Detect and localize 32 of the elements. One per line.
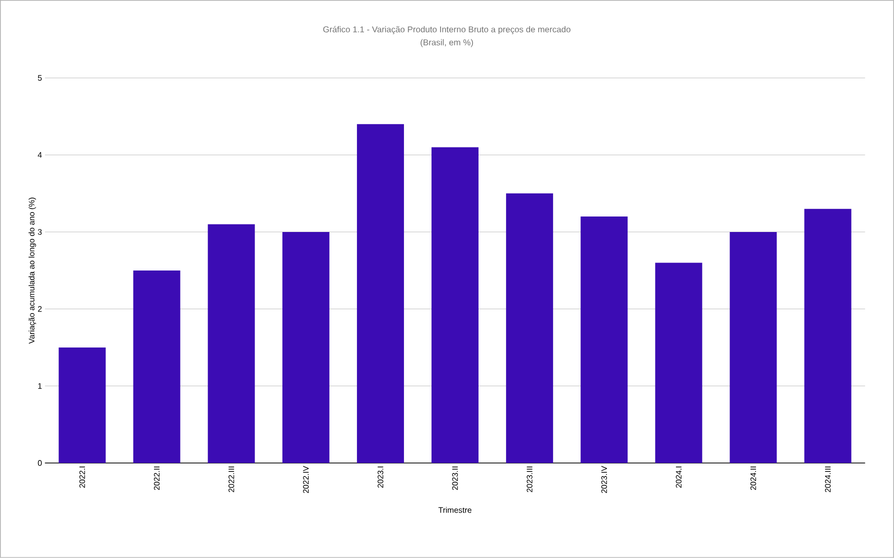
y-tick-label: 4 [38,152,42,158]
x-tick-label: 2024.III [824,466,831,492]
y-tick-label: 0 [38,460,42,466]
x-tick-label: 2023.I [378,466,384,488]
bar [133,270,180,464]
x-tick-label: 2022.IV [303,466,309,494]
x-tick-label: 2024.II [750,466,756,490]
bar [356,124,404,464]
bar [580,216,628,464]
y-tick-label: 1 [38,383,42,389]
x-tick-label: 2023.III [526,466,532,492]
bar [432,147,479,464]
x-tick-label: 2023.IV [601,466,607,494]
x-tick-label: 2022.III [228,466,234,492]
x-tick-label: 2022.I [79,466,86,488]
bar [208,224,255,464]
chart-title: Gráfico 1.1 - Variação Produto Interno Bruto a preços de mercado [323,26,570,34]
bar [282,232,330,464]
bar [804,208,852,464]
y-axis-title: Variação acumulada ao longo do ano (%) [28,198,36,344]
x-axis-title: Trimestre [438,507,472,513]
chart-subtitle: (Brasil, em %) [420,39,473,48]
bar [58,348,106,464]
y-tick-label: 2 [38,306,42,312]
x-tick-label: 2024.I [676,466,682,488]
bar [506,193,554,464]
bar [730,232,777,464]
x-tick-label: 2023.II [452,466,458,490]
y-tick-label: 5 [38,75,42,81]
bar [655,262,702,464]
y-tick-label: 3 [38,229,42,235]
x-tick-label: 2022.II [154,466,160,490]
